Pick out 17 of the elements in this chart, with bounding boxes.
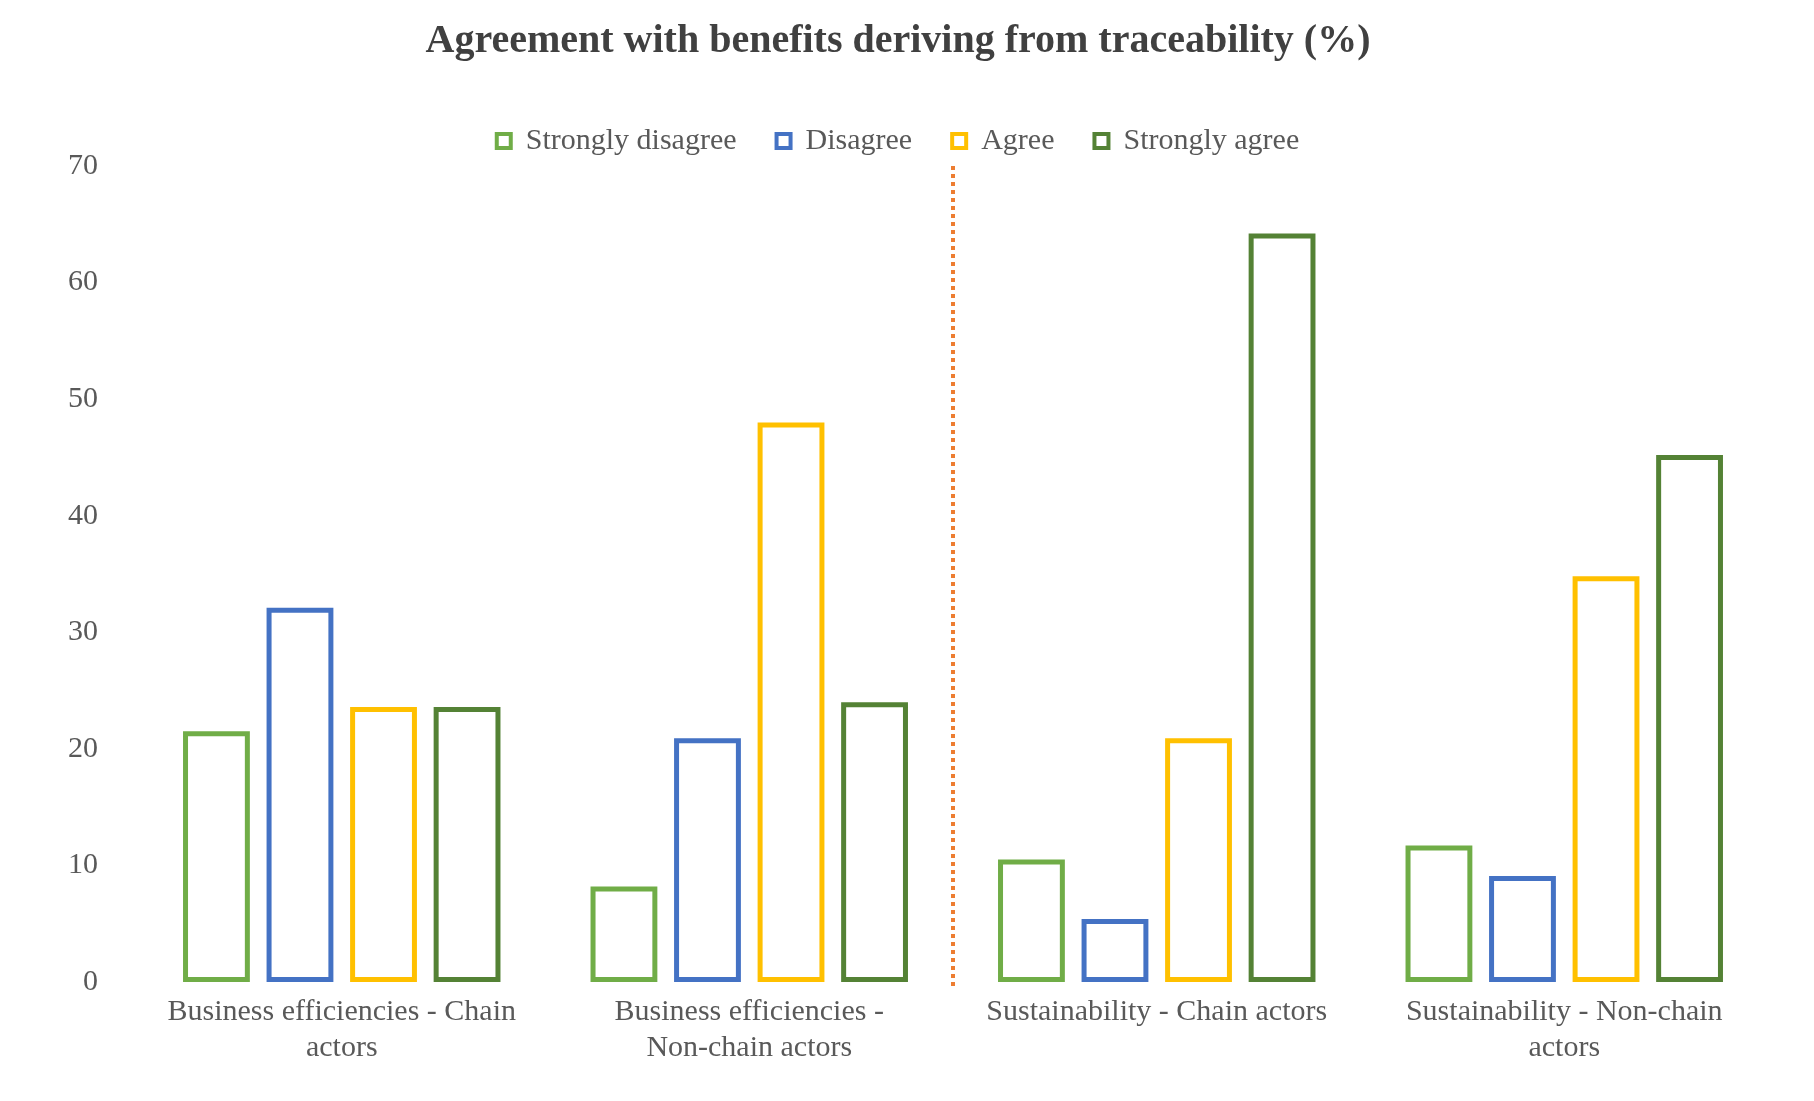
legend-label: Strongly agree	[1123, 121, 1300, 155]
y-tick-label: 40	[68, 496, 98, 530]
x-tick-label: Business efficiencies - Non-chain actors	[614, 992, 884, 1062]
y-tick-label: 70	[68, 146, 98, 180]
y-tick-label: 30	[68, 613, 98, 647]
legend-label: Disagree	[805, 121, 913, 155]
x-tick-label: Business efficiencies - Chain actors	[167, 992, 517, 1062]
legend-label: Strongly disagree	[525, 121, 737, 155]
legend-label: Agree	[981, 121, 1055, 155]
chart-title: Agreement with benefits deriving from traceability (%)	[425, 16, 1371, 62]
y-tick-label: 0	[83, 962, 98, 996]
y-tick-label: 20	[68, 729, 98, 763]
y-tick-label: 10	[68, 846, 98, 880]
x-tick-label: Sustainability - Non-chain actors	[1405, 992, 1723, 1062]
y-tick-label: 60	[68, 263, 98, 297]
y-tick-label: 50	[68, 380, 98, 414]
x-tick-label: Sustainability - Chain actors	[986, 992, 1328, 1026]
